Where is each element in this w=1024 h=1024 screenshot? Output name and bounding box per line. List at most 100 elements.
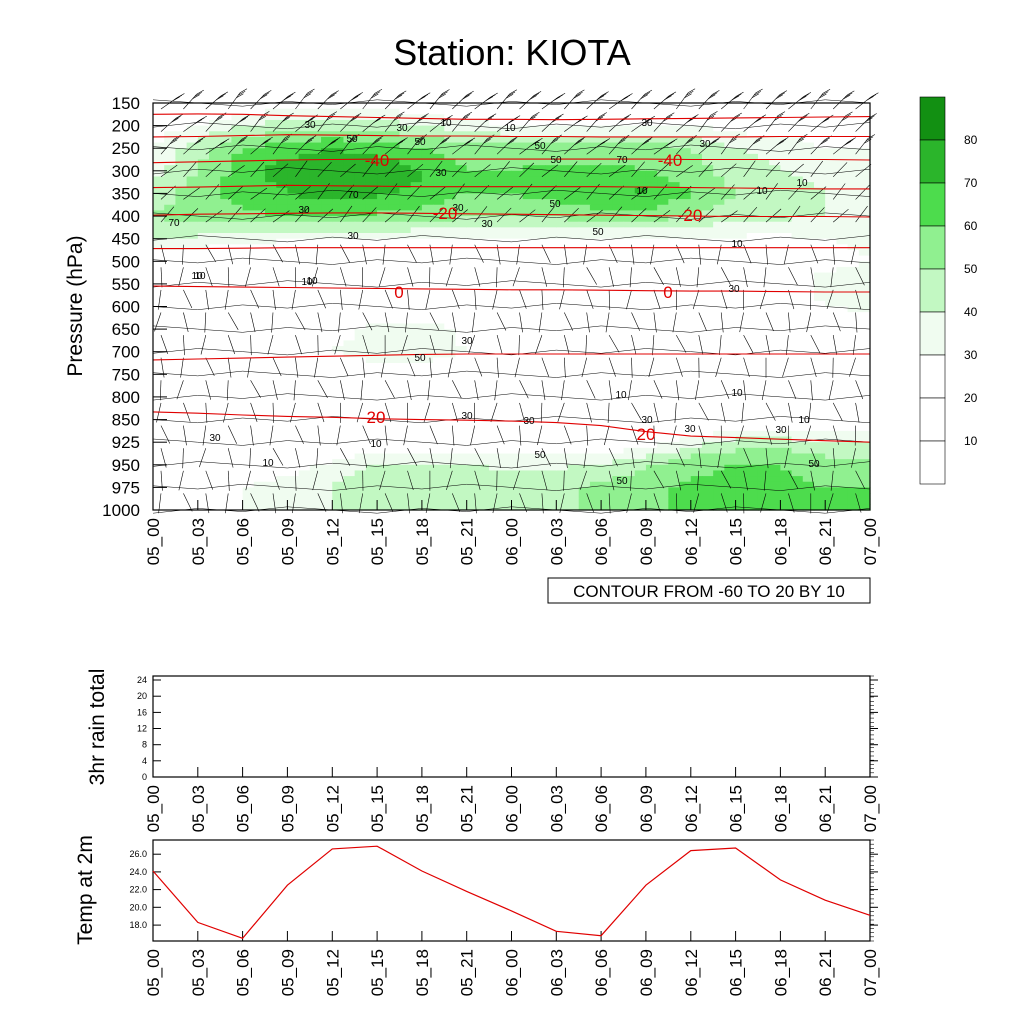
humidity-cell xyxy=(802,425,815,432)
humidity-cell xyxy=(623,238,636,245)
humidity-cell xyxy=(757,442,770,449)
humidity-cell xyxy=(735,283,748,291)
humidity-cell xyxy=(668,165,681,172)
humidity-cell xyxy=(164,425,176,432)
humidity-cell xyxy=(164,210,176,217)
humidity-cell xyxy=(679,487,692,494)
humidity-cell xyxy=(701,136,714,144)
humidity-cell xyxy=(276,363,289,370)
humidity-cell xyxy=(388,165,401,172)
humidity-cell xyxy=(164,481,176,488)
humidity-cell xyxy=(735,408,748,415)
humidity-cell xyxy=(388,182,401,189)
humidity-cell xyxy=(701,402,714,409)
humidity-cell xyxy=(757,413,770,421)
humidity-cell xyxy=(477,317,490,325)
humidity-cell xyxy=(298,464,311,472)
humidity-cell xyxy=(813,283,826,291)
wind-barb-feather xyxy=(819,93,827,99)
humidity-cell xyxy=(589,300,602,308)
wind-barb-feather xyxy=(600,139,608,145)
humidity-cell xyxy=(825,125,837,132)
humidity-cell xyxy=(298,487,311,494)
humidity-cell xyxy=(265,402,277,409)
humidity-cell xyxy=(164,227,176,234)
humidity-cell xyxy=(825,312,837,319)
humidity-cell xyxy=(365,238,378,245)
humidity-cell xyxy=(298,385,311,392)
humidity-cell xyxy=(377,283,389,291)
humidity-cell xyxy=(321,425,333,432)
humidity-cell xyxy=(522,249,535,257)
humidity-cell xyxy=(735,442,748,449)
humidity-cell xyxy=(578,476,591,483)
humidity-cell xyxy=(522,425,535,432)
humidity-cell xyxy=(769,493,781,500)
humidity-cell xyxy=(545,442,557,449)
humidity-cell xyxy=(365,295,378,302)
humidity-cell xyxy=(354,238,367,245)
humidity-cell xyxy=(713,430,725,438)
wind-barb-feather xyxy=(463,141,471,146)
humidity-cell xyxy=(197,227,210,234)
humidity-cell xyxy=(399,261,412,268)
wind-barb-feather xyxy=(711,138,719,144)
humidity-cell xyxy=(589,493,602,500)
humidity-cell xyxy=(231,374,244,381)
humidity-cell xyxy=(701,125,714,132)
humidity-cell xyxy=(791,165,804,172)
humidity-cell xyxy=(601,103,613,110)
humidity-cell xyxy=(175,442,188,449)
humidity-cell xyxy=(545,374,557,381)
humidity-cell xyxy=(623,221,636,228)
humidity-cell xyxy=(813,136,826,144)
humidity-cell xyxy=(265,176,277,183)
humidity-cell xyxy=(813,119,826,127)
humidity-cell xyxy=(197,351,210,358)
humidity-cell xyxy=(477,187,490,195)
humidity-cell xyxy=(858,312,871,319)
humidity-cell xyxy=(265,476,277,483)
humidity-cell xyxy=(780,498,793,505)
humidity-cell xyxy=(847,108,860,115)
humidity-cell xyxy=(500,374,513,381)
humidity-cell xyxy=(242,346,255,353)
humidity-cell xyxy=(802,323,815,330)
humidity-cell xyxy=(735,493,748,500)
humidity-cell xyxy=(668,131,681,138)
humidity-cell xyxy=(298,447,311,455)
wind-barb-feather xyxy=(709,140,717,146)
humidity-cell xyxy=(757,396,770,404)
humidity-cell xyxy=(298,136,311,144)
humidity-cell xyxy=(321,464,333,472)
wind-barb-feather xyxy=(415,138,424,144)
humidity-cell xyxy=(321,261,333,268)
humidity-cell xyxy=(589,329,602,336)
humidity-cell xyxy=(343,295,356,302)
humidity-cell xyxy=(858,283,871,291)
humidity-cell xyxy=(276,148,289,155)
humidity-cell xyxy=(601,340,613,347)
humidity-cell xyxy=(343,385,356,392)
humidity-cell xyxy=(410,289,423,296)
humidity-cell xyxy=(477,447,490,455)
humidity-cell xyxy=(746,119,759,127)
humidity-cell xyxy=(489,447,501,455)
humidity-cell xyxy=(522,119,535,127)
humidity-cell xyxy=(276,249,289,257)
humidity-cell xyxy=(455,238,468,245)
humidity-cell xyxy=(265,498,277,505)
humidity-cell xyxy=(220,323,233,330)
humidity-cell xyxy=(309,419,322,426)
humidity-cell xyxy=(757,266,770,274)
humidity-cell xyxy=(164,114,176,121)
humidity-cell xyxy=(679,351,692,358)
humidity-cell xyxy=(500,487,513,494)
humidity-cell xyxy=(556,425,569,432)
humidity-cell xyxy=(298,204,311,211)
humidity-cell xyxy=(309,453,322,460)
humidity-cell xyxy=(701,447,714,455)
humidity-cell xyxy=(388,216,401,223)
humidity-cell xyxy=(657,481,669,488)
humidity-cell xyxy=(724,255,737,262)
